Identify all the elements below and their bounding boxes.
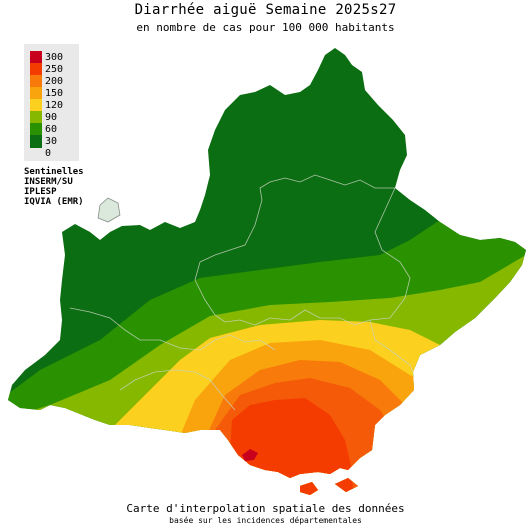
legend-swatch bbox=[30, 75, 42, 88]
department-borders bbox=[69, 174, 414, 411]
legend-label: 30 bbox=[45, 136, 58, 147]
legend-label: 120 bbox=[45, 100, 64, 111]
map-title: Diarrhée aiguë Semaine 2025s27 bbox=[134, 2, 397, 18]
data-sources: Sentinelles INSERM/SU IPLESP IQVIA (EMR) bbox=[24, 167, 84, 207]
incidence-bands bbox=[8, 48, 526, 495]
legend-item: 30 bbox=[30, 135, 78, 148]
legend-item: 150 bbox=[30, 87, 78, 100]
legend-item: 120 bbox=[30, 99, 78, 112]
legend-swatch bbox=[30, 135, 42, 148]
legend-label: 0 bbox=[45, 148, 52, 159]
legend-item: 0 bbox=[30, 147, 78, 160]
legend-label: 200 bbox=[45, 76, 64, 87]
legend-label: 90 bbox=[45, 112, 58, 123]
legend-label: 150 bbox=[45, 88, 64, 99]
map-subtitle: en nombre de cas pour 100 000 habitants bbox=[136, 21, 395, 34]
legend-label: 60 bbox=[45, 124, 58, 135]
source-line: IQVIA (EMR) bbox=[24, 197, 84, 207]
legend-label: 300 bbox=[45, 52, 64, 63]
legend-item: 200 bbox=[30, 75, 78, 88]
legend-swatch bbox=[30, 111, 42, 124]
band-300-plus bbox=[242, 449, 258, 461]
legend-swatch bbox=[30, 51, 42, 64]
legend-label: 250 bbox=[45, 64, 64, 75]
legend-item: 60 bbox=[30, 123, 78, 136]
legend-swatch bbox=[30, 123, 42, 136]
legend-item: 250 bbox=[30, 63, 78, 76]
source-line: IPLESP bbox=[24, 187, 57, 197]
band-250-300 bbox=[225, 398, 355, 495]
color-legend: 300 250 200 150 120 90 60 30 0 bbox=[24, 44, 79, 161]
source-line: INSERM/SU bbox=[24, 177, 73, 187]
legend-swatch bbox=[30, 87, 42, 100]
source-line: Sentinelles bbox=[24, 167, 84, 177]
legend-item: 300 bbox=[30, 51, 78, 64]
footer-caption: Carte d'interpolation spatiale des donné… bbox=[126, 502, 405, 515]
footer-subcaption: basée sur les incidences départementales bbox=[169, 516, 362, 525]
legend-item: 90 bbox=[30, 111, 78, 124]
legend-swatch bbox=[30, 99, 42, 112]
legend-swatch bbox=[30, 63, 42, 76]
